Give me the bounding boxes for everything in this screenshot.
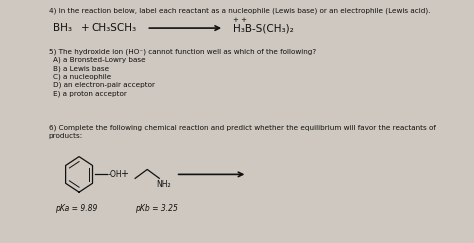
Text: 6) Complete the following chemical reaction and predict whether the equilibrium : 6) Complete the following chemical react… bbox=[49, 125, 436, 131]
Text: +: + bbox=[120, 169, 128, 179]
Text: + +: + + bbox=[233, 17, 246, 23]
Text: H₃B-S(CH₃)₂: H₃B-S(CH₃)₂ bbox=[233, 23, 293, 33]
Text: products:: products: bbox=[49, 133, 83, 139]
Text: BH₃: BH₃ bbox=[53, 23, 72, 33]
Text: CH₃SCH₃: CH₃SCH₃ bbox=[91, 23, 136, 33]
Text: pKb = 3.25: pKb = 3.25 bbox=[135, 204, 178, 213]
Text: 5) The hydroxide ion (HO⁻) cannot function well as which of the following?: 5) The hydroxide ion (HO⁻) cannot functi… bbox=[49, 49, 316, 55]
Text: +: + bbox=[81, 23, 90, 33]
Text: B) a Lewis base: B) a Lewis base bbox=[53, 65, 109, 72]
Text: D) an electron-pair acceptor: D) an electron-pair acceptor bbox=[53, 82, 155, 88]
Text: E) a proton acceptor: E) a proton acceptor bbox=[53, 90, 127, 97]
Text: 4) In the reaction below, label each reactant as a nucleophile (Lewis base) or a: 4) In the reaction below, label each rea… bbox=[49, 7, 430, 14]
Text: NH₂: NH₂ bbox=[157, 180, 172, 189]
Text: C) a nucleophile: C) a nucleophile bbox=[53, 74, 111, 80]
Text: -OH: -OH bbox=[108, 170, 122, 179]
Text: pKa = 9.89: pKa = 9.89 bbox=[55, 204, 97, 213]
Text: A) a Bronsted-Lowry base: A) a Bronsted-Lowry base bbox=[53, 57, 146, 63]
